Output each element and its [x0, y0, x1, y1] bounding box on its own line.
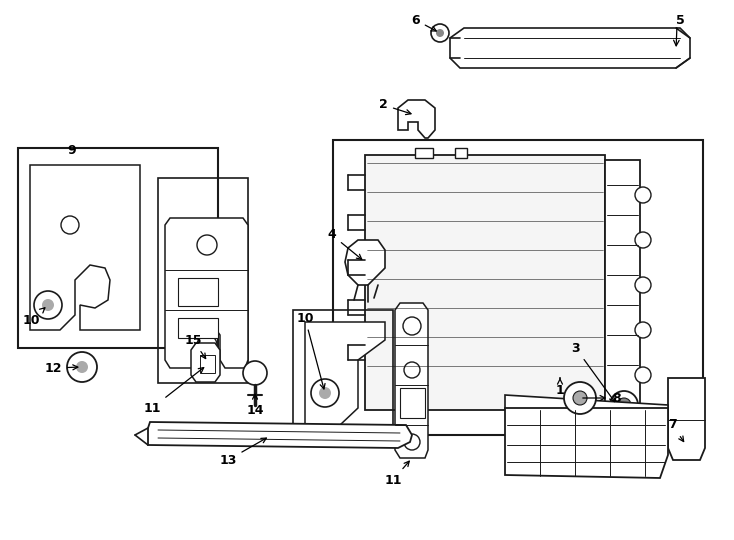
- Text: 1: 1: [556, 378, 564, 396]
- Bar: [605, 160, 640, 405]
- Circle shape: [635, 367, 651, 383]
- Polygon shape: [165, 218, 248, 368]
- Text: 12: 12: [45, 361, 78, 375]
- Polygon shape: [668, 378, 705, 460]
- Circle shape: [243, 361, 267, 385]
- Polygon shape: [30, 165, 140, 330]
- Text: 3: 3: [571, 341, 614, 402]
- Text: 11: 11: [385, 461, 410, 487]
- Text: 5: 5: [675, 14, 684, 26]
- Circle shape: [197, 335, 217, 355]
- Circle shape: [76, 361, 88, 373]
- Text: 9: 9: [68, 144, 76, 157]
- Text: 10: 10: [23, 308, 45, 327]
- Circle shape: [34, 291, 62, 319]
- Polygon shape: [450, 28, 690, 68]
- Bar: [178, 318, 218, 338]
- Polygon shape: [505, 395, 668, 420]
- Bar: [455, 148, 467, 158]
- Circle shape: [564, 382, 596, 414]
- Polygon shape: [505, 408, 668, 478]
- Text: 6: 6: [411, 14, 436, 31]
- Bar: [18, 148, 218, 348]
- Circle shape: [311, 379, 339, 407]
- Text: 15: 15: [184, 334, 206, 359]
- Bar: [158, 178, 248, 383]
- Bar: [400, 388, 425, 418]
- Polygon shape: [395, 303, 428, 458]
- Circle shape: [404, 362, 420, 378]
- Circle shape: [431, 24, 449, 42]
- Circle shape: [404, 434, 420, 450]
- Polygon shape: [148, 422, 412, 448]
- Circle shape: [635, 187, 651, 203]
- Circle shape: [617, 398, 631, 412]
- Circle shape: [436, 29, 444, 37]
- Text: 14: 14: [246, 394, 264, 416]
- Text: 7: 7: [668, 418, 683, 442]
- Circle shape: [573, 391, 587, 405]
- Bar: [293, 310, 393, 435]
- Bar: [415, 148, 433, 158]
- Text: 13: 13: [219, 438, 266, 467]
- Text: 4: 4: [327, 228, 362, 259]
- Bar: [200, 355, 215, 373]
- Bar: [365, 155, 605, 410]
- Text: 2: 2: [379, 98, 411, 114]
- Polygon shape: [345, 240, 385, 285]
- Circle shape: [403, 317, 421, 335]
- Polygon shape: [398, 100, 435, 138]
- Bar: [333, 140, 703, 435]
- Circle shape: [197, 235, 217, 255]
- Circle shape: [67, 352, 97, 382]
- Text: 10: 10: [297, 312, 325, 389]
- Circle shape: [635, 232, 651, 248]
- Circle shape: [610, 391, 638, 419]
- Circle shape: [635, 277, 651, 293]
- Text: 11: 11: [143, 368, 204, 415]
- Circle shape: [42, 299, 54, 311]
- Bar: [178, 278, 218, 306]
- Polygon shape: [191, 343, 220, 382]
- Circle shape: [635, 322, 651, 338]
- Polygon shape: [305, 322, 385, 425]
- Circle shape: [61, 216, 79, 234]
- Text: 8: 8: [583, 392, 621, 404]
- Circle shape: [319, 387, 331, 399]
